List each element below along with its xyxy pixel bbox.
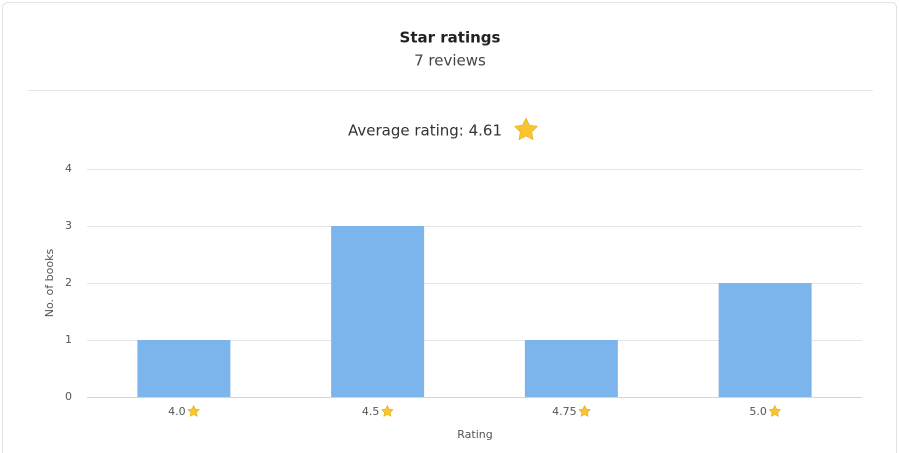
star-icon [381,405,394,417]
x-tick-label: 4.0 [168,405,186,418]
x-axis-title: Rating [457,428,492,441]
bar [524,340,618,397]
x-tick-label: 4.5 [362,405,380,418]
star-icon [578,405,591,417]
star-icon [514,117,538,141]
y-tick-label: 4 [65,162,72,175]
average-rating: Average rating: 4.61 [348,122,502,140]
star-icon [187,405,200,417]
x-tick-label: 4.75 [552,405,577,418]
bar [331,226,425,397]
y-tick-label: 1 [65,333,72,346]
star-icon [768,405,781,417]
y-tick-label: 0 [65,390,72,403]
bar [137,340,231,397]
bar [718,283,812,397]
chart-subtitle: 7 reviews [414,52,486,70]
y-tick-label: 3 [65,219,72,232]
y-axis-title: No. of books [43,249,56,318]
chart-title: Star ratings [400,29,501,47]
x-tick-label: 5.0 [749,405,767,418]
y-tick-label: 2 [65,276,72,289]
